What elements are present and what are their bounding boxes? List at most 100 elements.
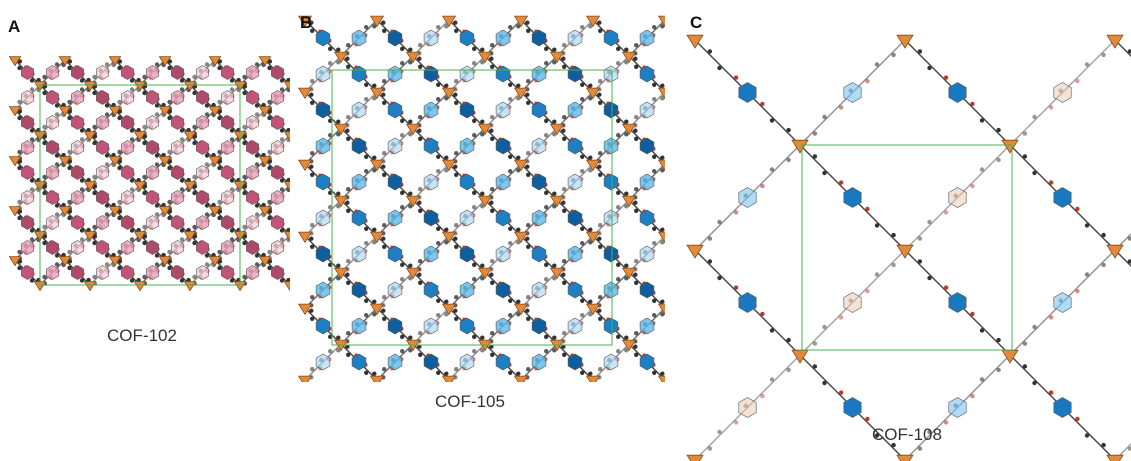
- atom: [696, 204, 700, 208]
- atom: [813, 341, 817, 345]
- atom: [167, 216, 171, 220]
- atom: [55, 62, 59, 66]
- atom: [598, 245, 602, 249]
- atom: [927, 276, 931, 280]
- atom: [454, 367, 458, 371]
- linker-bond: [665, 272, 701, 308]
- atom: [1101, 443, 1105, 447]
- atom: [117, 250, 121, 254]
- atom: [996, 128, 1000, 132]
- atom: [1085, 433, 1089, 437]
- atom: [346, 209, 350, 213]
- atom: [255, 162, 259, 166]
- atom: [687, 285, 691, 289]
- atom: [417, 57, 421, 61]
- atom: [580, 169, 584, 173]
- panel-letter: A: [8, 17, 20, 36]
- atom: [652, 227, 656, 231]
- atom: [634, 137, 638, 141]
- atom: [80, 187, 84, 191]
- atom: [552, 336, 556, 340]
- atom: [130, 178, 134, 182]
- atom: [92, 225, 96, 229]
- atom: [688, 47, 692, 51]
- node-tetrahedron: [695, 340, 708, 350]
- atom: [30, 78, 34, 82]
- atom: [42, 75, 46, 79]
- atom: [544, 191, 548, 195]
- atom: [918, 49, 922, 53]
- atom: [444, 300, 448, 304]
- atom: [205, 103, 209, 107]
- atom: [822, 115, 826, 119]
- atom: [597, 21, 601, 25]
- atom: [230, 87, 234, 91]
- atom: [382, 245, 386, 249]
- atom: [336, 192, 340, 196]
- atom: [688, 349, 692, 353]
- atom: [328, 349, 332, 353]
- atom: [346, 137, 350, 141]
- atom: [652, 313, 656, 317]
- atom: [454, 295, 458, 299]
- atom: [382, 367, 386, 371]
- atom: [544, 263, 548, 267]
- atom: [142, 275, 146, 279]
- atom: [970, 184, 974, 188]
- linker-bond: [665, 164, 701, 200]
- atom: [508, 169, 512, 173]
- atom: [1085, 62, 1089, 66]
- atom: [669, 237, 673, 241]
- atom: [687, 213, 691, 217]
- atom: [688, 205, 692, 209]
- atom: [1023, 364, 1027, 368]
- atom: [490, 137, 494, 141]
- atom: [205, 62, 209, 66]
- atom: [205, 253, 209, 257]
- atom: [678, 366, 682, 370]
- atom: [669, 93, 673, 97]
- atom: [1023, 341, 1027, 345]
- atom: [117, 66, 121, 70]
- atom: [652, 371, 656, 375]
- panel-caption: COF-102: [107, 326, 177, 345]
- atom: [1023, 131, 1027, 135]
- atom: [364, 83, 368, 87]
- atom: [167, 250, 171, 254]
- atom: [408, 120, 412, 124]
- atom: [1075, 207, 1079, 211]
- atom: [480, 48, 484, 52]
- atom: [267, 250, 271, 254]
- atom: [105, 103, 109, 107]
- atom: [525, 21, 529, 25]
- atom: [310, 79, 314, 83]
- atom: [678, 246, 682, 250]
- atom: [417, 273, 421, 277]
- atom: [633, 57, 637, 61]
- atom: [1049, 315, 1053, 319]
- atom: [30, 128, 34, 132]
- atom: [454, 173, 458, 177]
- atom: [544, 335, 548, 339]
- atom: [364, 25, 368, 29]
- atom: [598, 317, 602, 321]
- atom: [92, 241, 96, 245]
- atom: [310, 245, 314, 249]
- atom: [786, 338, 790, 342]
- atom: [192, 175, 196, 179]
- atom: [588, 228, 592, 232]
- atom: [669, 303, 673, 307]
- atom: [117, 116, 121, 120]
- atom: [839, 180, 843, 184]
- atom: [408, 336, 412, 340]
- atom: [544, 133, 548, 137]
- atom: [996, 368, 1000, 372]
- atom: [679, 182, 683, 186]
- atom: [92, 275, 96, 279]
- atom: [472, 335, 476, 339]
- atom: [372, 156, 376, 160]
- atom: [678, 174, 682, 178]
- atom: [598, 79, 602, 83]
- atom: [67, 166, 71, 170]
- node-tetrahedron: [515, 376, 528, 386]
